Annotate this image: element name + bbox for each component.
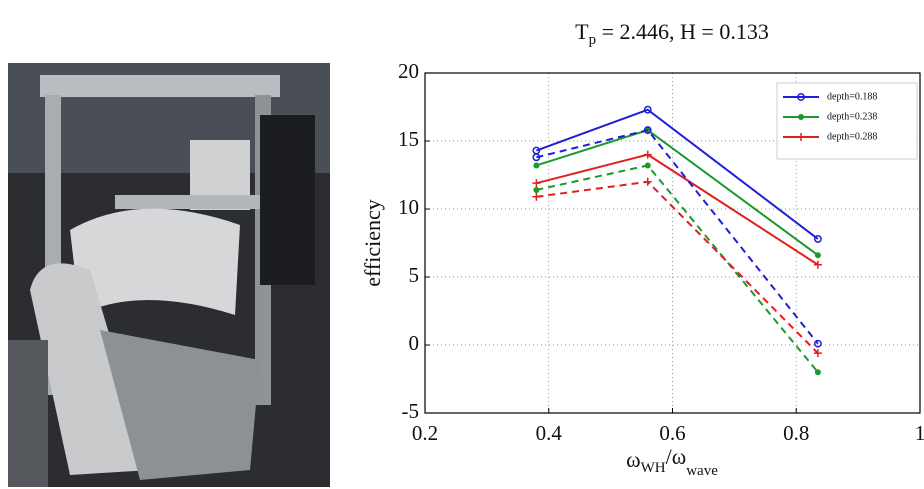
- y-tick-label: 15: [398, 127, 419, 151]
- plot-frame: [424, 72, 921, 414]
- photo: [8, 63, 330, 487]
- x-tick-label: 0.8: [783, 421, 809, 445]
- marker: [813, 260, 822, 269]
- title-sub: p: [589, 32, 597, 48]
- y-axis-label: efficiency: [360, 199, 385, 287]
- x-label-a-sub: WH: [641, 460, 666, 476]
- legend-label: depth=0.238: [827, 111, 877, 122]
- legend-marker: [797, 93, 805, 101]
- x-tick-label: 0.6: [659, 421, 685, 445]
- marker: [813, 234, 822, 243]
- marker: [643, 126, 652, 135]
- legend-box: [776, 82, 918, 160]
- x-tick-label: 0.4: [536, 421, 563, 445]
- y-tick-label: 10: [398, 195, 419, 219]
- title-main: T: [575, 19, 589, 44]
- series-line: [536, 153, 819, 266]
- series-line: [536, 128, 819, 345]
- x-tick-label: 0.2: [412, 421, 438, 445]
- marker: [813, 349, 822, 358]
- x-label-b: /ω: [666, 444, 687, 469]
- marker: [643, 150, 652, 159]
- legend-marker: [798, 114, 804, 120]
- marker: [814, 369, 821, 376]
- series-line: [536, 164, 819, 373]
- marker: [814, 252, 821, 259]
- x-axis-label: ωWH/ωwave: [626, 444, 718, 479]
- marker: [533, 186, 540, 193]
- marker: [533, 162, 540, 169]
- x-label-b-sub: wave: [686, 463, 718, 479]
- y-tick-label: 0: [409, 331, 420, 355]
- legend-label: depth=0.188: [827, 91, 877, 102]
- marker: [532, 192, 541, 201]
- marker: [643, 177, 652, 186]
- marker: [644, 162, 651, 169]
- title-rest: = 2.446, H = 0.133: [596, 19, 769, 44]
- series-line: [536, 108, 819, 240]
- legend-label: depth=0.288: [827, 131, 877, 142]
- x-tick-label: 1: [915, 421, 924, 445]
- legend-marker: [797, 133, 805, 141]
- x-label-a: ω: [626, 447, 640, 472]
- marker: [813, 339, 822, 348]
- y-tick-label: -5: [402, 399, 420, 423]
- marker: [532, 153, 541, 162]
- marker: [643, 105, 652, 114]
- y-tick-label: 20: [398, 59, 419, 83]
- marker: [532, 179, 541, 188]
- y-tick-label: 5: [409, 263, 420, 287]
- chart-title: Tp = 2.446, H = 0.133: [575, 19, 769, 48]
